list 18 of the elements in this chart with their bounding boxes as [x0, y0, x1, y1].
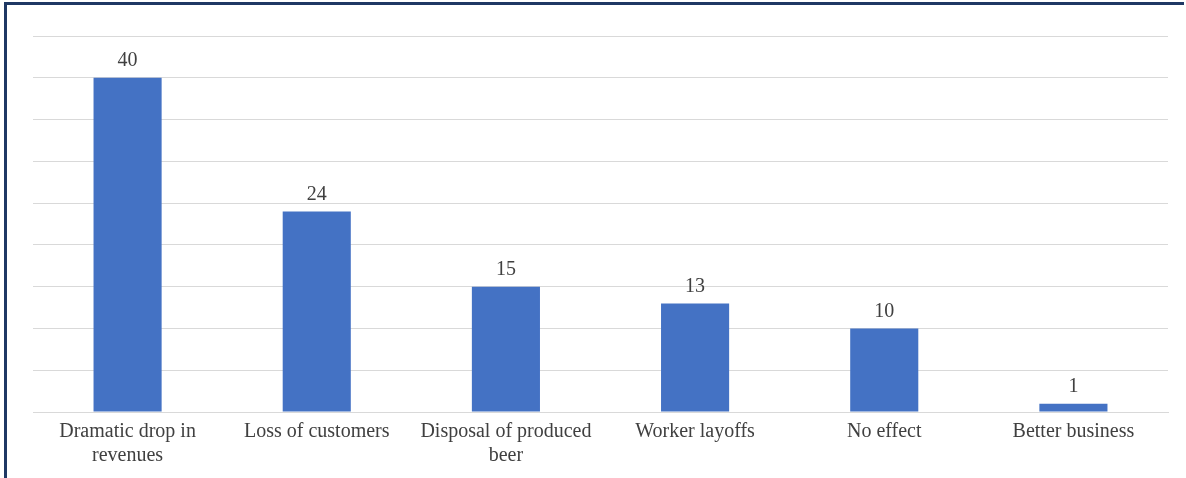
data-label: 15 [495, 256, 516, 279]
x-tick-label: Worker layoffs [635, 419, 756, 443]
data-label: 1 [1068, 373, 1079, 396]
data-label: 13 [685, 273, 706, 296]
data-label: 40 [117, 48, 138, 71]
x-tick-label: No effect [846, 419, 922, 442]
bar [661, 303, 730, 412]
bar [93, 77, 162, 412]
x-tick-label: Loss of customers [243, 419, 390, 442]
data-label: 24 [306, 181, 327, 204]
x-tick-label: Dramatic drop in revenues [59, 419, 196, 466]
data-label: 10 [874, 298, 895, 321]
x-tick-label: Disposal of produced beer [420, 419, 592, 466]
x-tick-label: Better business [1012, 419, 1135, 442]
bar [1039, 403, 1108, 412]
bar [471, 286, 540, 412]
bar [850, 328, 919, 412]
bar [282, 211, 351, 412]
